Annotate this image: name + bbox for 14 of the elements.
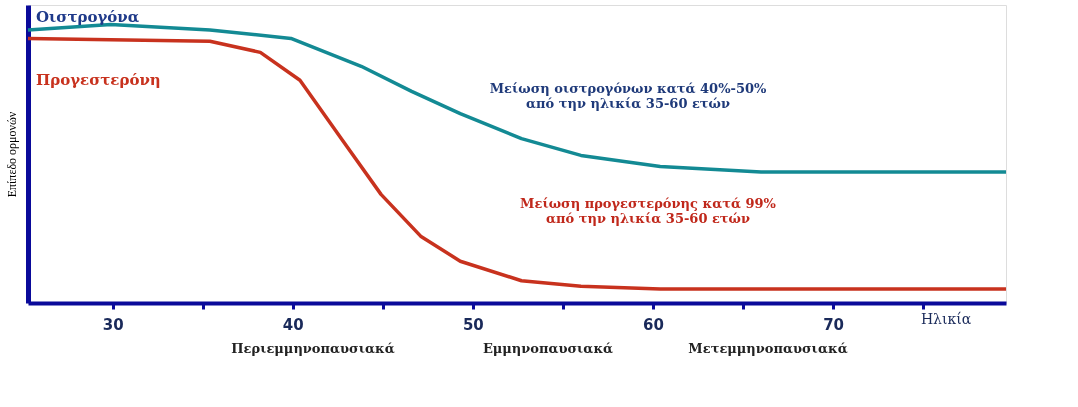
- x-tick-label: 30: [102, 315, 124, 334]
- text: Προγεστερόνη: [36, 71, 161, 89]
- series-label: Οιστρογόνα: [36, 8, 140, 26]
- x-tick-label: 70: [823, 315, 845, 334]
- text: Μετεμμηνοπαυσιακά: [688, 341, 848, 356]
- y-axis-title: Επίπεδο ορμονών: [4, 111, 19, 198]
- annotation: Μείωση προγεστερόνης κατά 99% από την ηλικία 35-60 ετών: [520, 196, 777, 226]
- text: Εμμηνοπαυσιακά: [482, 341, 614, 356]
- x-tick-label: 50: [462, 315, 484, 334]
- x-tick-label: 60: [643, 315, 664, 334]
- x-axis-title: Ηλικία: [920, 311, 972, 327]
- x-tick-label: 40: [282, 315, 304, 334]
- text: Περιεμμηνοπαυσιακά: [231, 341, 395, 356]
- annotation: Μείωση οιστρογόνων κατά 40%-50% από την ηλικία 35-60 ετών: [489, 81, 767, 111]
